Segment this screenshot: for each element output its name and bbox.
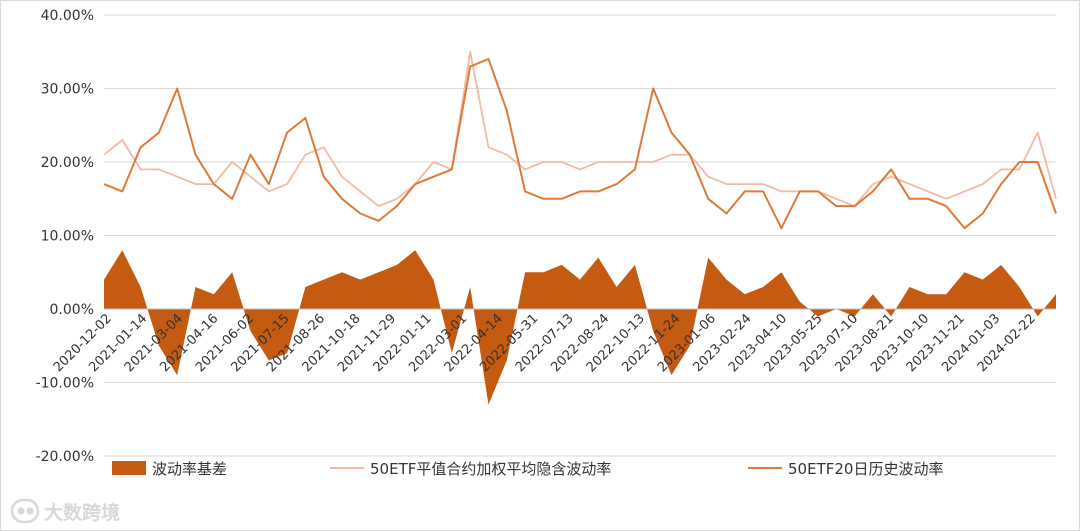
legend-label: 50ETF20日历史波动率 bbox=[788, 460, 943, 478]
y-tick-label: -10.00% bbox=[36, 376, 94, 392]
legend-label: 波动率基差 bbox=[152, 460, 227, 478]
legend-swatch bbox=[112, 461, 146, 475]
series-area-basis bbox=[104, 250, 1056, 405]
legend-item: 波动率基差 bbox=[112, 460, 227, 478]
y-tick-label: 20.00% bbox=[41, 155, 94, 171]
basis-area-series bbox=[104, 250, 1056, 405]
series-line-historical-vol bbox=[103, 58, 1057, 230]
watermark: 大数跨境 bbox=[10, 498, 120, 524]
gridlines bbox=[104, 14, 1056, 457]
legend-item: 50ETF20日历史波动率 bbox=[748, 460, 943, 478]
y-tick-label: -20.00% bbox=[36, 449, 94, 465]
y-tick-label: 0.00% bbox=[50, 302, 94, 318]
y-tick-label: 40.00% bbox=[41, 8, 94, 24]
legend-item: 50ETF平值合约加权平均隐含波动率 bbox=[330, 460, 611, 478]
y-tick-label: 30.00% bbox=[41, 82, 94, 98]
line-series bbox=[103, 50, 1057, 230]
logo-icon bbox=[10, 498, 40, 524]
y-tick-label: 10.00% bbox=[41, 229, 94, 245]
legend-label: 50ETF平值合约加权平均隐含波动率 bbox=[370, 460, 611, 478]
watermark-text: 大数跨境 bbox=[44, 501, 120, 524]
y-axis-ticks: -20.00% -10.00% 0.00% 10.00% 20.00% 30.00% 40.… bbox=[36, 8, 94, 465]
legend: 波动率基差 50ETF平值合约加权平均隐含波动率 50ETF20日历史波动率 bbox=[112, 460, 943, 478]
